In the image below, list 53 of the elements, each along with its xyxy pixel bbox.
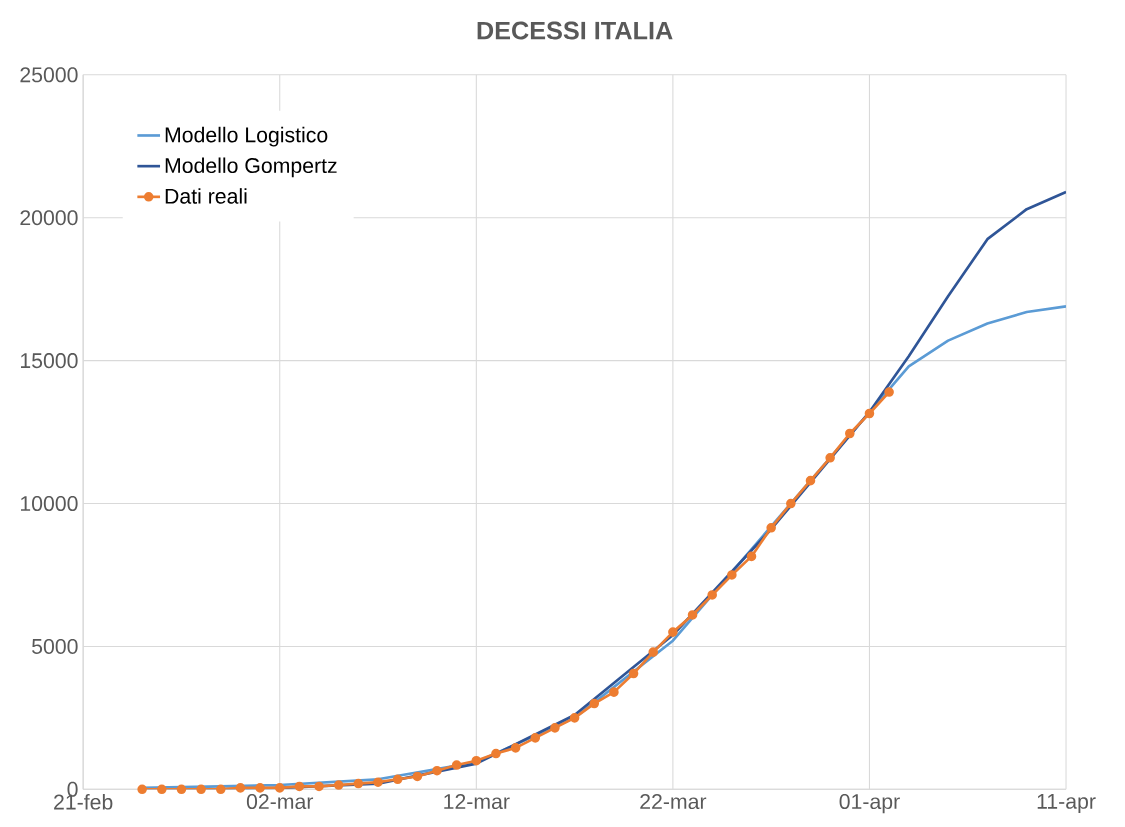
point [687, 610, 698, 620]
point [157, 784, 167, 795]
legend-label: Modello Gompertz [165, 157, 337, 178]
y-tick-label: 25000 [20, 67, 78, 83]
point [668, 627, 678, 637]
point [746, 551, 757, 562]
y-tick-label: 15000 [20, 353, 78, 369]
point [235, 783, 246, 793]
point [196, 784, 206, 795]
y-tick-label: 5000 [32, 638, 78, 654]
point [353, 778, 364, 789]
point [628, 668, 639, 679]
point [510, 743, 521, 753]
y-tick-label: 20000 [20, 210, 78, 226]
point [884, 387, 894, 397]
point [550, 723, 560, 733]
x-tick-label: 22-mar [640, 793, 707, 809]
legend-label: Dati reali [165, 188, 247, 204]
point [491, 748, 501, 759]
point [471, 755, 482, 766]
point [255, 783, 265, 793]
point [137, 784, 147, 795]
point [864, 408, 875, 419]
point [176, 784, 187, 795]
point [392, 774, 403, 785]
point [825, 452, 835, 463]
point [707, 590, 717, 600]
point [412, 771, 423, 782]
point [215, 784, 226, 795]
point [314, 781, 324, 792]
x-tick-label: 12-mar [444, 793, 510, 809]
x-tick-label: 11-apr [1037, 793, 1096, 813]
x-tick-label: 01-apr [839, 793, 900, 814]
chart-title: DECESSI ITALIA [477, 21, 673, 40]
point [786, 498, 796, 509]
point [845, 428, 855, 439]
legend-label: Modello Logistico [165, 126, 328, 147]
point [648, 647, 659, 657]
x-tick-label: 02-mar [246, 793, 314, 809]
point [530, 733, 541, 743]
point [274, 783, 285, 793]
point [727, 570, 737, 580]
point [432, 765, 442, 776]
point [589, 698, 600, 709]
point [609, 687, 619, 697]
point [451, 760, 462, 770]
point [805, 475, 816, 486]
point [766, 522, 776, 533]
point [373, 777, 383, 787]
point [569, 713, 580, 723]
y-tick-label: 10000 [20, 495, 78, 511]
point [294, 781, 305, 792]
point [333, 780, 344, 790]
